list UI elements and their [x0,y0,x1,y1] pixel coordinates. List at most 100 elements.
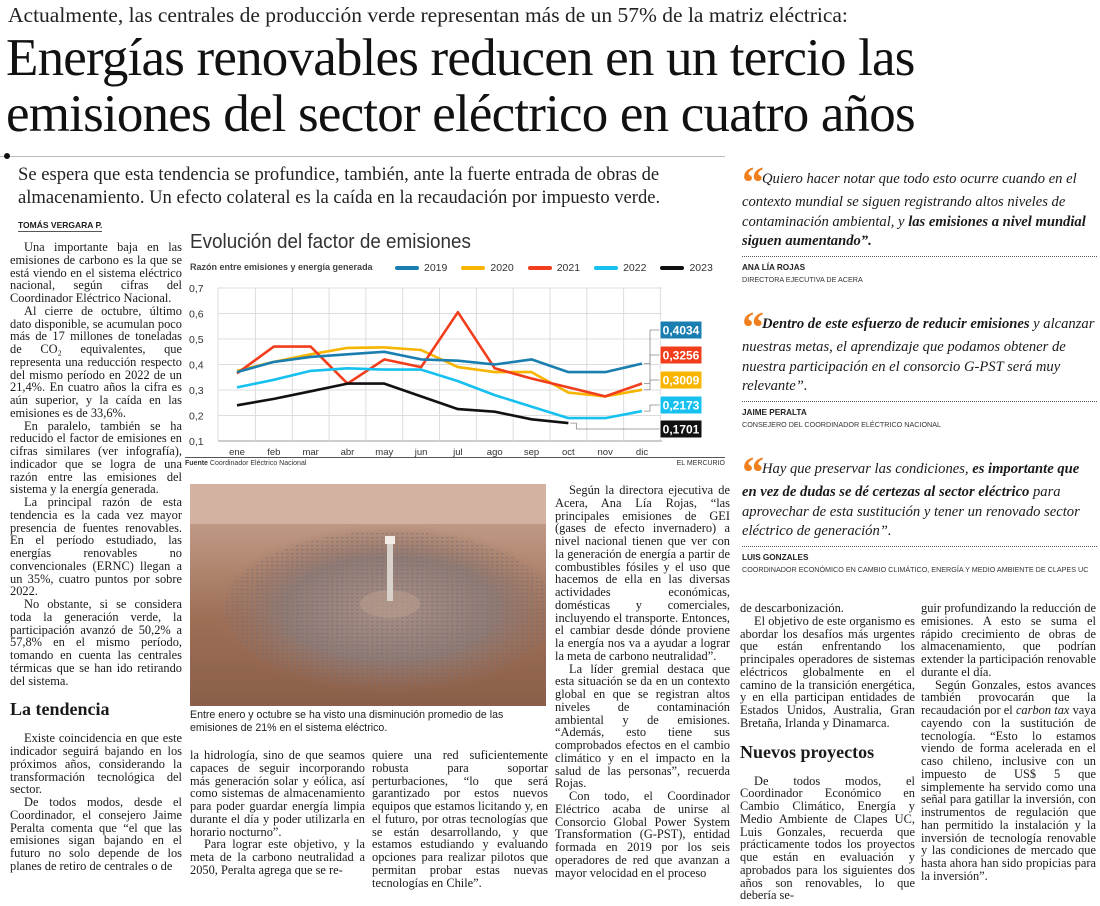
solar-field-image [190,484,546,694]
legend-item-2022: 2022 [594,262,646,274]
article-column-5: de descarbonización. El objetivo de este… [740,602,915,902]
x-tick-label: oct [562,447,575,457]
quote-author: ANA LÍA ROJAS [742,263,806,272]
series-line-2022 [236,367,643,420]
paragraph: Para lograr este objetivo, y la meta de … [190,837,365,877]
paragraph: El objetivo de este organismo es abordar… [740,613,915,730]
legend-item-2023: 2023 [660,262,713,274]
legend-label: 2020 [490,262,514,274]
x-tick-label: mar [302,447,318,457]
quote-bold: Dentro de este esfuerzo de reducir emisi… [762,316,1030,332]
paragraph: Al cierre de octubre, último dato dispon… [10,303,182,420]
legend-label: 2019 [424,262,448,274]
legend-label: 2023 [689,262,713,274]
paragraph: La líder gremial destaca que esta situac… [555,661,730,791]
chart-source: Coordinador Eléctrico Nacional [209,460,307,467]
byline: TOMÁS VERGARA P. [18,220,103,232]
chart-subtitle: Razón entre emisiones y energía generada [190,262,373,272]
y-tick-label: 0,3 [189,385,204,397]
quote-text: Quiero hacer notar que todo esto ocurre … [742,171,1077,230]
quote-role: CONSEJERO DEL COORDINADOR ELÉCTRICO NACI… [742,420,942,429]
divider [0,156,725,157]
section-heading: La tendencia [10,699,110,720]
legend-item-2020: 2020 [461,262,514,274]
value-label: 0,3256 [663,349,700,363]
y-tick-label: 0,2 [189,411,204,423]
value-label-box [659,419,703,439]
series-line-2023 [236,382,569,425]
legend-swatch [594,266,619,270]
quote-role: COORDINADOR ECONÓMICO EN CAMBIO CLIMÁTIC… [742,565,1089,574]
paragraph: Una importante baja en las emisiones de … [10,240,182,305]
photo-caption: Entre enero y octubre se ha visto una di… [190,709,504,734]
section-heading: Nuevos proyectos [740,741,875,762]
divider [742,546,1097,547]
article-column-3: quiere una red suficientemente robusta p… [372,749,548,889]
emissions-chart: Evolución del factor de emisiones Razón … [185,225,730,475]
emphasis: carbon tax [1015,703,1070,717]
quote-author: LUIS GONZALES [742,553,809,562]
x-tick-label: dic [636,447,648,457]
x-tick-label: may [375,447,393,457]
label-leader [644,379,660,391]
label-leader [644,404,660,412]
article-column-1: Una importante baja en las emisiones de … [10,241,182,873]
value-label: 0,2173 [663,399,700,413]
paragraph: guir profundizando la reducción de emisi… [921,601,1096,679]
divider [742,401,1097,402]
quote-text: y alcanzar nuestras metas, el aprendizaj… [742,316,1095,394]
x-tick-label: nov [598,447,614,457]
x-tick-label: feb [267,447,280,457]
y-tick-label: 0,4 [189,360,204,372]
divider [742,256,1097,257]
label-leader [644,354,660,384]
x-tick-label: jun [414,447,428,457]
value-label-box [659,345,703,365]
bullet-icon [4,153,10,159]
quote-text: Hay que preservar las condiciones, [762,461,973,477]
legend-swatch [395,266,419,270]
value-label-box [659,395,703,415]
x-tick-label: abr [341,447,355,457]
legend-swatch [461,266,486,270]
y-tick-label: 0,1 [189,436,204,448]
text: Según Gonzales, estos avances también pr… [921,677,1096,717]
paragraph: Con todo, el Coordinador Eléctrico acaba… [555,789,730,880]
value-label: 0,4034 [663,324,700,338]
quote-author: JAIME PERALTA [742,408,807,417]
paragraph: De todos modos, desde el Coordinador, el… [10,795,182,873]
series-line-2019 [236,350,643,374]
headline-line: emisiones del sector eléctrico en cuatro… [6,85,916,143]
paragraph: Según Gonzales, estos avances también pr… [921,677,1096,883]
paragraph: No obstante, si se considera toda la gen… [10,597,182,688]
pull-quote: “Hay que preservar las condiciones, es i… [742,451,1097,542]
label-leader [644,329,660,365]
legend-item-2019: 2019 [395,262,447,274]
y-tick-label: 0,6 [189,309,204,321]
chart-credit: EL MERCURIO [676,460,725,467]
x-tick-label: ene [229,447,245,457]
legend-swatch [660,266,685,270]
label-leader [570,422,660,430]
quote-bold: las emisiones a nivel mundial siguen aum… [742,213,1086,250]
source-label: Fuente [185,460,208,467]
legend-item-2021: 2021 [527,262,580,274]
paragraph: la hidrología, sino de que seamos capace… [190,748,365,839]
paragraph: En paralelo, también se ha reducido el f… [10,418,182,497]
article-column-2: la hidrología, sino de que seamos capace… [190,749,365,877]
headline-line: Energías renovables reducen en un tercio… [6,29,915,87]
value-label: 0,3009 [663,374,700,388]
chart-legend: 2019 2020 2021 2022 2023 [395,262,713,274]
quote-bold: es importante que en vez de dudas se dé … [742,461,1080,500]
headline: Energías renovables reducen en un tercio… [6,29,916,143]
legend-swatch [527,266,552,270]
deck: Se espera que esta tendencia se profundi… [18,164,661,208]
article-column-6: guir profundizando la reducción de emisi… [921,602,1096,883]
y-tick-label: 0,5 [189,334,204,346]
legend-label: 2022 [623,262,647,274]
solar-plant-photo [190,484,546,706]
quote-role: DIRECTORA EJECUTIVA DE ACERA [742,275,863,284]
y-tick-label: 0,7 [189,283,204,295]
x-tick-label: jul [452,447,463,457]
series-line-2020 [236,346,643,398]
